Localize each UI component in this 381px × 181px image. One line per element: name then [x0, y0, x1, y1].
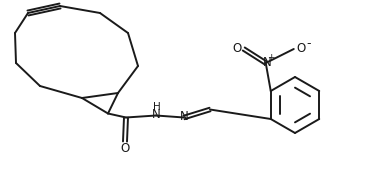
Text: -: - — [306, 37, 311, 50]
Text: N: N — [152, 108, 160, 121]
Text: N: N — [179, 110, 188, 123]
Text: O: O — [120, 142, 130, 155]
Text: O: O — [232, 41, 242, 54]
Text: N: N — [263, 56, 271, 68]
Text: H: H — [153, 102, 161, 113]
Text: +: + — [267, 52, 274, 62]
Text: O: O — [296, 41, 306, 54]
